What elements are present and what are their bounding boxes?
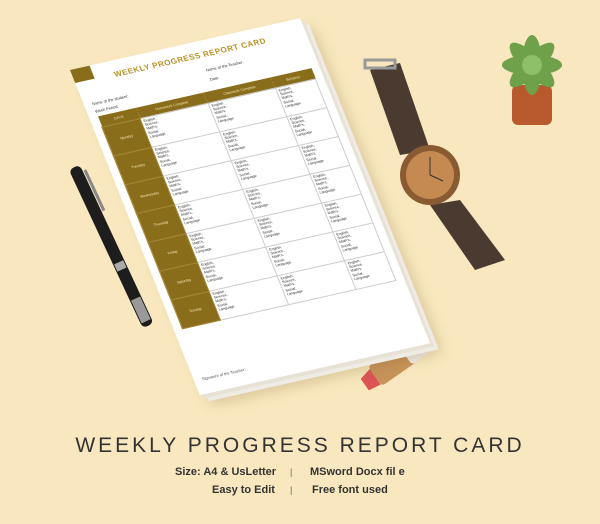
edit-info: Easy to Edit [212, 484, 275, 496]
teacher-name-label: Name of the Teacher: [205, 59, 245, 73]
format-info: MSword Docx fil e [310, 466, 405, 478]
watch-illustration [363, 58, 505, 270]
signature-label: Signature of the Teacher: [200, 366, 247, 382]
size-info: Size: A4 & UsLetter [175, 466, 277, 478]
separator: | [290, 467, 293, 477]
font-info: Free font used [312, 484, 388, 496]
document-title: WEEKLY PROGRESS REPORT CARD [112, 36, 268, 79]
plant-illustration [502, 35, 562, 125]
pen-illustration [70, 166, 153, 327]
corner-decoration [70, 65, 95, 84]
date-label: Date: [208, 75, 221, 82]
caption-title: WEEKLY PROGRESS REPORT CARD [75, 434, 525, 457]
separator: | [290, 485, 293, 495]
